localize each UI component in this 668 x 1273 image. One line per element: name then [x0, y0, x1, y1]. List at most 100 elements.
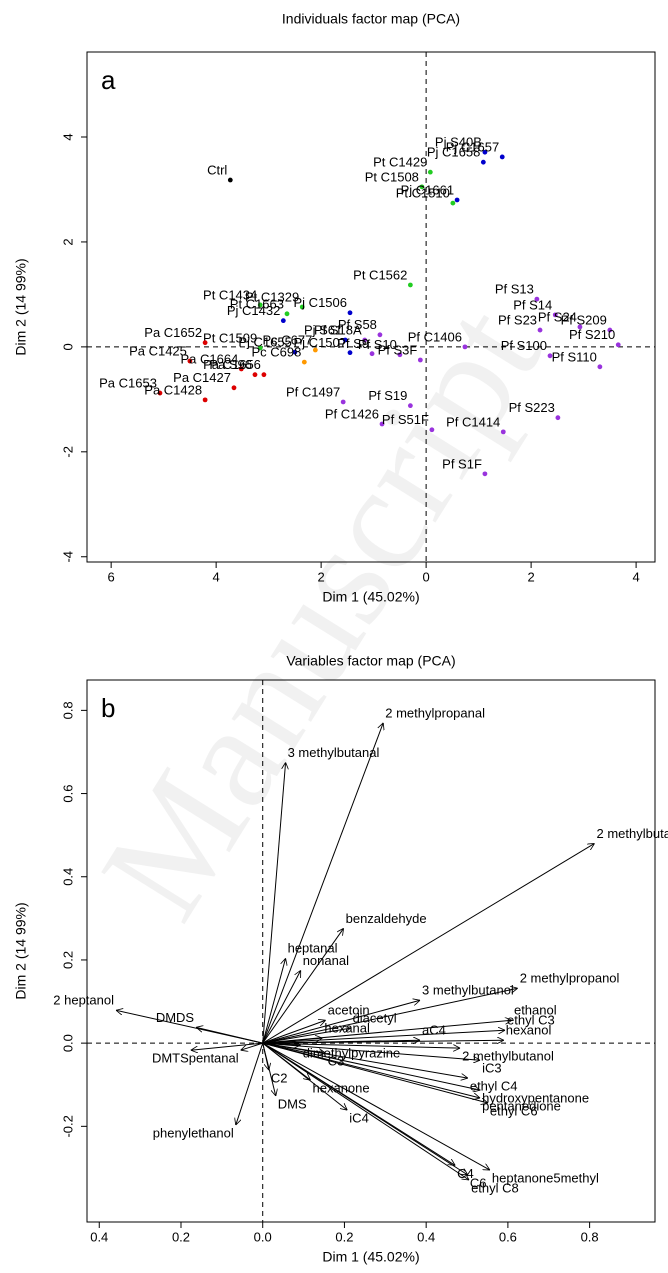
- point: [347, 310, 353, 316]
- x-tick-label: 0.2: [172, 1229, 190, 1244]
- plot-frame: [86, 51, 656, 563]
- point-label: Pa C1427: [173, 370, 231, 385]
- point-label: Pa C1428: [144, 382, 202, 397]
- arrow-label: ethyl C6: [490, 1103, 538, 1118]
- arrow: [262, 1020, 326, 1044]
- arrow: [262, 1038, 323, 1044]
- x-tick-label: 0.0: [254, 1229, 272, 1244]
- chart-title: Variables factor map (PCA): [286, 653, 455, 669]
- y-tick-label: -2: [60, 446, 75, 458]
- arrow: [241, 1042, 263, 1050]
- point: [547, 353, 553, 359]
- point-label: Pt C1508: [365, 169, 419, 184]
- point: [340, 399, 346, 405]
- x-tick-label: 0.2: [335, 1229, 353, 1244]
- x-tick-label: 0.4: [90, 1229, 108, 1244]
- point: [347, 350, 353, 356]
- arrow-label: pentanedione: [482, 1098, 561, 1113]
- arrow-label: phenylethanol: [153, 1126, 234, 1141]
- point-label: Pf S1F: [442, 456, 482, 471]
- point-label: Pt C1329: [245, 289, 299, 304]
- arrow: [262, 1042, 469, 1180]
- point-label: Ctrl: [207, 162, 227, 177]
- point-label: Pf S19: [368, 388, 407, 403]
- point-label: Pf S24: [538, 309, 577, 324]
- arrow-label: C2: [271, 1071, 288, 1086]
- x-axis-label: Dim 1 (45.02%): [322, 589, 419, 605]
- arrow-label: 3 methylbutanol: [422, 983, 514, 998]
- point: [301, 359, 307, 365]
- point: [499, 154, 505, 160]
- point-label: Pf S13: [495, 282, 534, 297]
- point: [407, 282, 413, 288]
- y-tick-label: 4: [60, 133, 75, 140]
- arrow-label: 2 methylbutanal: [597, 826, 668, 841]
- arrow-label: C6: [470, 1175, 487, 1190]
- point: [552, 312, 558, 318]
- x-tick-label: 2: [527, 569, 534, 584]
- point-label: Pf S14: [513, 297, 552, 312]
- point: [450, 200, 456, 206]
- x-tick-label: 0.6: [499, 1229, 517, 1244]
- arrow-label: 3 methylbutanal: [288, 745, 380, 760]
- point: [482, 149, 488, 155]
- point: [231, 385, 237, 391]
- arrow: [262, 1040, 504, 1043]
- arrow-label: 2 methylpropanal: [385, 705, 485, 720]
- arrow: [262, 1000, 420, 1044]
- point: [252, 372, 258, 378]
- point: [429, 427, 435, 433]
- arrow-label: heptanal: [288, 941, 338, 956]
- arrow: [196, 1027, 263, 1044]
- point-label: Pf S209: [561, 313, 607, 328]
- x-tick-label: 2: [318, 569, 325, 584]
- point: [257, 302, 263, 308]
- point-label: Pf S3F: [378, 342, 418, 357]
- arrow-label: hexanal: [324, 1021, 370, 1036]
- point-label: Pc C698: [251, 345, 301, 360]
- arrow-label: 2 methylbutanol: [462, 1049, 554, 1064]
- point: [187, 358, 193, 364]
- point-label: Pf S9: [337, 336, 369, 351]
- arrow: [262, 988, 518, 1044]
- point: [407, 403, 413, 409]
- arrow-label: acetoin: [328, 1003, 370, 1018]
- point: [480, 159, 486, 165]
- arrow: [236, 1042, 264, 1125]
- point: [377, 332, 383, 338]
- arrow: [262, 1042, 468, 1078]
- point-label: Pt C1434: [203, 287, 257, 302]
- y-tick-label: 2: [60, 238, 75, 245]
- point-label: Pf S23: [498, 313, 537, 328]
- arrow-label: iC4: [349, 1111, 369, 1126]
- arrow: [262, 1042, 348, 1110]
- arrow-label: benzaldehyde: [346, 911, 427, 926]
- arrow: [262, 762, 286, 1044]
- arrow-label: ethyl C8: [471, 1180, 519, 1195]
- point: [312, 347, 318, 353]
- point: [534, 296, 540, 302]
- point: [417, 357, 423, 363]
- arrow: [262, 928, 344, 1044]
- point-label: Pt C1509: [203, 330, 257, 345]
- arrow: [262, 1028, 351, 1044]
- arrow: [262, 1030, 505, 1044]
- y-tick-label: 0.8: [60, 701, 75, 719]
- arrow-label: ethyl C4: [470, 1079, 518, 1094]
- point: [462, 344, 468, 350]
- arrow: [262, 1042, 480, 1090]
- arrow: [191, 1042, 263, 1050]
- point: [227, 177, 233, 183]
- x-tick-label: 4: [632, 569, 639, 584]
- x-tick-label: 6: [108, 569, 115, 584]
- arrow-label: aC4: [422, 1023, 446, 1038]
- arrow: [262, 1042, 460, 1048]
- x-tick-label: 0.8: [581, 1229, 599, 1244]
- point: [419, 184, 425, 190]
- point-label: Pf C1497: [286, 384, 340, 399]
- y-tick-label: 0: [60, 343, 75, 350]
- point: [369, 351, 375, 357]
- point-label: Pf S58: [338, 317, 377, 332]
- point-label: Pj C1655: [238, 335, 291, 350]
